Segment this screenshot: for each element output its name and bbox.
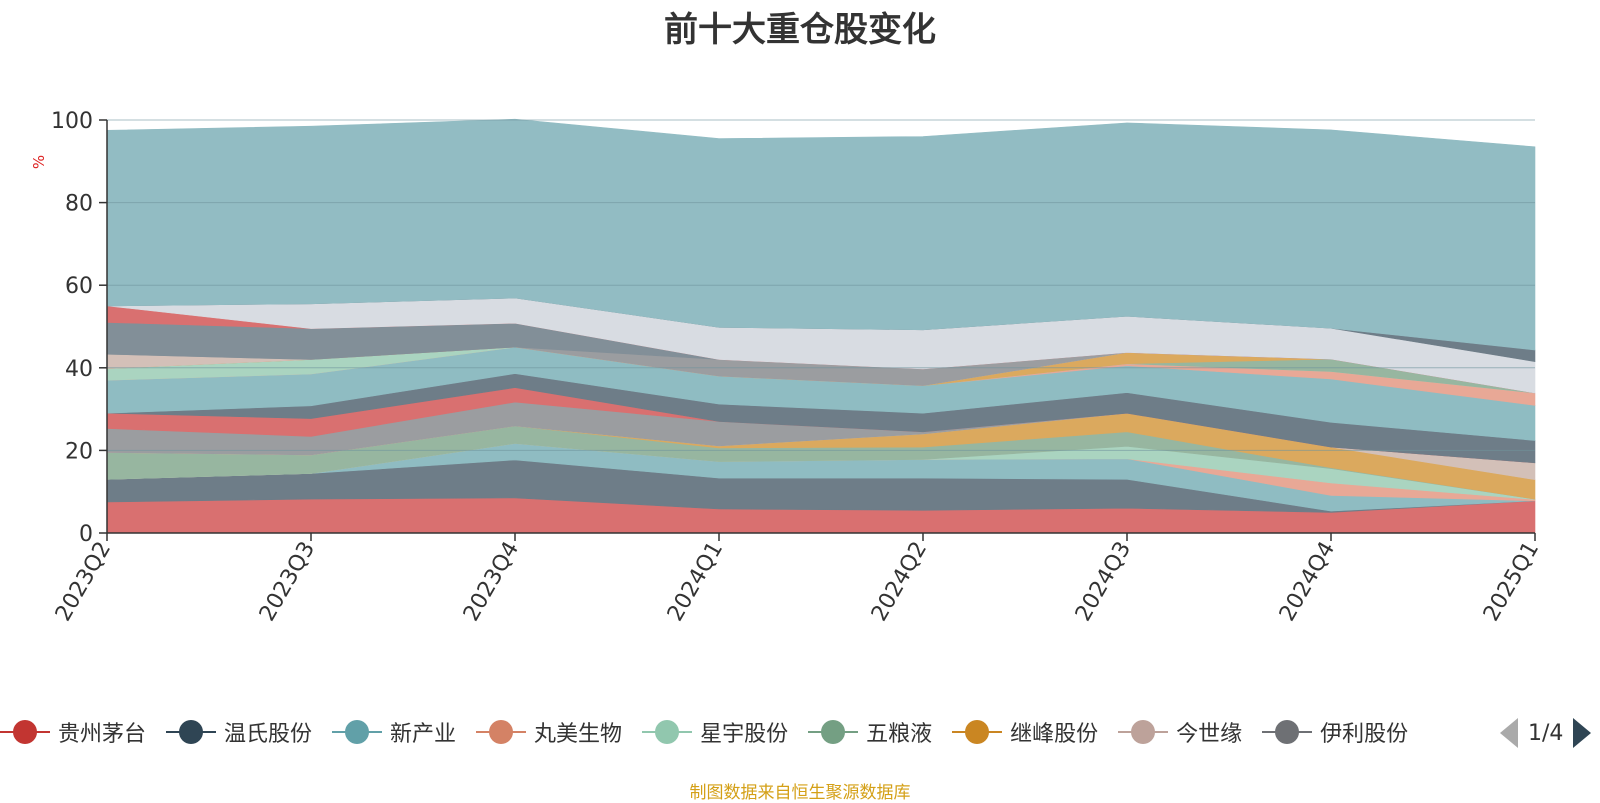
y-tick-label: 0 [79, 522, 93, 547]
legend-label: 新产业 [390, 722, 457, 747]
legend-label: 五粮液 [866, 722, 933, 747]
legend-marker-icon [476, 719, 527, 745]
legend-label: 今世缘 [1176, 722, 1243, 747]
legend-page-indicator: 1/4 [1528, 720, 1564, 746]
legend-item[interactable]: 丸美生物 [476, 716, 622, 748]
legend-item[interactable]: 贵州茅台 [0, 716, 146, 748]
legend-next-arrow-icon[interactable] [1573, 718, 1592, 748]
legend-marker-icon [332, 719, 383, 745]
x-tick-label: 2025Q1 [1479, 538, 1544, 626]
x-tick-label: 2023Q2 [51, 538, 116, 626]
legend-prev-arrow-icon[interactable] [1500, 718, 1518, 748]
legend-item[interactable]: 伊利股份 [1262, 716, 1408, 748]
legend-marker-icon [952, 719, 1003, 745]
legend-label: 贵州茅台 [58, 722, 147, 747]
y-tick-label: 40 [65, 357, 93, 382]
legend-item[interactable]: 新产业 [332, 716, 456, 748]
y-tick-label: 60 [65, 274, 93, 299]
legend-marker-icon [0, 719, 50, 745]
y-tick-label: 20 [65, 439, 93, 464]
legend-item[interactable]: 温氏股份 [166, 716, 312, 748]
x-tick-label: 2023Q3 [255, 538, 320, 626]
legend-item[interactable]: 星宇股份 [642, 716, 788, 748]
legend-item[interactable]: 今世缘 [1118, 716, 1242, 748]
y-tick-label: 100 [51, 109, 93, 134]
legend-label: 继峰股份 [1010, 722, 1099, 747]
y-axis-label: % [30, 155, 48, 169]
x-tick-label: 2024Q3 [1071, 538, 1136, 626]
legend-item[interactable]: 五粮液 [808, 716, 932, 748]
area-series-22 [106, 118, 1536, 351]
legend-pager: 1/4 [1500, 718, 1592, 748]
x-tick-label: 2024Q1 [663, 538, 728, 626]
legend-label: 丸美生物 [534, 722, 623, 747]
legend-marker-icon [808, 719, 859, 745]
legend-label: 伊利股份 [1320, 722, 1409, 747]
legend-marker-icon [166, 719, 217, 745]
grid-lines [107, 119, 1535, 451]
y-tick-label: 80 [65, 192, 93, 217]
legend-marker-icon [1262, 719, 1313, 745]
legend: 贵州茅台 温氏股份 新产业 丸美生物 星宇股份 五粮液 继峰股份 今世缘 伊利股份 [0, 712, 1480, 752]
area-layers [106, 118, 1536, 534]
x-tick-label: 2023Q4 [459, 538, 524, 626]
legend-label: 星宇股份 [700, 722, 789, 747]
x-tick-label: 2024Q4 [1275, 538, 1340, 626]
legend-marker-icon [642, 719, 693, 745]
legend-label: 温氏股份 [224, 722, 313, 747]
data-source-note: 制图数据来自恒生聚源数据库 [689, 783, 911, 803]
legend-row: 贵州茅台 温氏股份 新产业 丸美生物 星宇股份 五粮液 继峰股份 今世缘 伊利股份 [0, 712, 1428, 752]
x-tick-label: 2024Q2 [867, 538, 932, 626]
legend-marker-icon [1118, 719, 1169, 745]
legend-item[interactable]: 继峰股份 [952, 716, 1098, 748]
chart-title: 前十大重仓股变化 [664, 10, 936, 50]
stacked-area-chart: 0 20 40 60 80 100 2023Q2 2023Q3 2023Q4 2024Q1 2024… [30, 109, 1544, 626]
